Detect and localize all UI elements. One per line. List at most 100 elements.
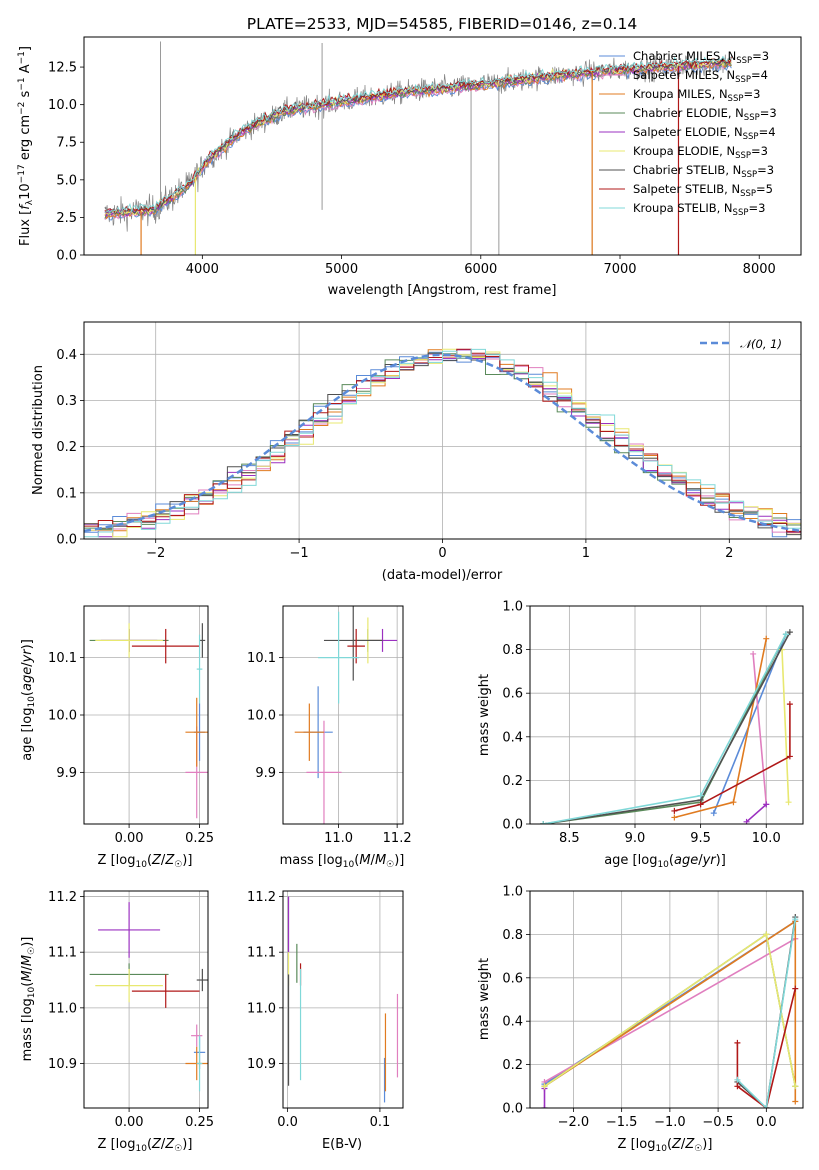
mass_vs_Z-errorbar-salpeter-elodie [98,902,161,958]
mass_vs_ebv-ytick-label-3: 11.2 [247,890,276,905]
legend-label-kroupa-elodie: Kroupa ELODIE, NSSP=3 [633,144,768,161]
mass_vs_ebv-ytick-label-1: 11.0 [247,1001,276,1016]
mass_vs_Z-ytick-label-3: 11.2 [48,890,77,905]
weight-vs-metallicity-axes-frame [529,890,804,1109]
weight_vs_Z-ytick-label-2: 0.4 [502,1015,523,1030]
weight_vs_Z-xtick-label-0: −2.0 [558,1115,590,1130]
weight_vs_Z-series-kroupa-elodie-marker-0 [541,1083,548,1090]
residuals-xtick-label-0: −2 [146,546,165,561]
legend-label-salpeter-stelib: Salpeter STELIB, NSSP=5 [633,182,773,199]
mass_vs_Z-errorbar-salpeter-stelib [131,974,200,1008]
age_vs_Z-ytick-label-2: 10.1 [48,651,77,666]
spectrum-xtick-label-3: 7000 [603,262,636,277]
weight-vs-metallicity-xlabel: Z [log10(Z/Z☉)] [618,1137,713,1154]
residuals-ytick-label-4: 0.4 [56,348,77,363]
age_vs_mass-xtick-label-1: 11.2 [383,831,412,846]
age_vs_Z-xtick-label-0: 0.00 [115,831,144,846]
age_vs_mass-xtick-label-0: 11.0 [324,831,353,846]
weight_vs_age-series-kroupa-elodie [781,649,790,803]
mass_vs_Z-errorbar-kroupa-elodie [95,968,163,1003]
weight_vs_age-ytick-label-5: 1.0 [502,600,523,615]
weight_vs_Z-series-kroupa-elodie-marker-1 [763,931,770,938]
weight_vs_age-series-salpeter-miles [752,653,768,805]
weight_vs_Z-ytick-label-3: 0.6 [502,971,523,986]
weight_vs_age-series-salpeter-elodie-marker-1 [763,801,770,808]
residuals-ytick-label-3: 0.3 [56,394,77,409]
spectrum-panel: 4000 5000 6000 7000 8000 0.0 2.5 5.0 7.5 10.0 12.5… [17,15,802,298]
residuals-xtick-label-1: −1 [290,546,309,561]
mass_vs_Z-errorbar-kroupa-stelib [196,1035,203,1092]
age_vs_mass-ytick-label-0: 9.9 [255,766,276,781]
residuals-xtick-label-2: 0 [438,546,446,561]
mass_vs_Z-errorbar-salpeter-miles [191,1024,203,1047]
age_vs_Z-ytick-label-1: 10.0 [48,709,77,724]
age_vs_Z-errorbar-kroupa-stelib [196,634,203,704]
weight_vs_age-series-salpeter-stelib-marker-3 [786,701,793,708]
weight_vs_Z-series-kroupa-stelib-marker-1 [763,1105,770,1108]
age_vs_mass-ytick-label-2: 10.1 [247,651,276,666]
spectrum-ytick-label-5: 12.5 [48,61,77,76]
weight_vs_Z-series-salpeter-stelib-marker-0 [734,1039,741,1046]
spectrum-xtick-label-0: 4000 [186,262,219,277]
weight_vs_age-xtick-label-1: 9.0 [625,831,646,846]
legend-label-chabrier-elodie: Chabrier ELODIE, NSSP=3 [633,106,777,123]
residuals-legend: 𝒩(0, 1) [700,337,782,351]
legend-label-chabrier-miles: Chabrier MILES, NSSP=3 [633,49,769,66]
weight_vs_age-series-kroupa-miles-marker-2 [763,635,770,642]
weight-vs-metallicity-ylabel: mass weight [477,958,492,1040]
age-vs-mass-panel: 11.0 11.2 9.9 10.0 10.1 mass [log10(M/M☉)] [247,605,412,870]
residuals-xlabel: (data-model)/error [382,568,503,583]
weight_vs_age-ytick-label-3: 0.6 [502,687,523,702]
mass_vs_ebv-ytick-label-2: 11.1 [247,946,276,961]
weight_vs_Z-series-salpeter-elodie-marker-0 [541,1105,548,1108]
spectrum-legend: Chabrier MILES, NSSP=3 Salpeter MILES, NS… [599,49,777,218]
legend-label-kroupa-miles: Kroupa MILES, NSSP=3 [633,87,760,104]
spectrum-title: PLATE=2533, MJD=54585, FIBERID=0146, z=0… [247,15,637,33]
residuals-xtick-label-4: 2 [725,546,733,561]
weight_vs_Z-ytick-label-5: 1.0 [502,885,523,900]
age_vs_mass-ytick-label-1: 10.0 [247,709,276,724]
weight_vs_age-xtick-label-3: 10.0 [752,831,781,846]
age_vs_Z-errorbar-salpeter-stelib [131,628,200,664]
spectrum-axes-frame [83,36,802,256]
weight_vs_age-series-salpeter-elodie [746,803,767,823]
weight_vs_Z-series-kroupa-elodie-marker-2 [792,1083,799,1090]
weight_vs_age-series-salpeter-miles-marker-0 [750,650,757,657]
weight_vs_age-series-salpeter-stelib-marker-0 [671,807,678,814]
weight_vs_Z-ytick-label-0: 0.0 [502,1102,523,1117]
spectrum-ytick-label-0: 0.0 [56,249,77,264]
age_vs_mass-errorbar-salpeter-miles [306,720,342,824]
weight_vs_Z-xtick-label-3: −0.5 [702,1115,734,1130]
age-vs-metallicity-ylabel: age [log10(age/yr)] [20,639,37,761]
mass-vs-ebv-axes-frame [282,890,404,1109]
spectrum-xtick-label-1: 5000 [325,262,358,277]
weight_vs_age-series-salpeter-stelib-marker-1 [697,801,704,808]
age_vs_Z-errorbar-chabrier-stelib [199,623,206,658]
weight_vs_age-xtick-label-0: 8.5 [559,831,580,846]
mass-vs-ebv-xlabel: E(B-V) [322,1137,362,1152]
residuals-ylabel: Normed distribution [31,365,46,495]
weight_vs_age-xtick-label-2: 9.5 [690,831,711,846]
weight_vs_Z-series-kroupa-miles-marker-2 [792,1098,799,1105]
weight_vs_age-series-chabrier-miles-marker-0 [710,810,717,817]
mass-vs-ebv-panel: 0.0 0.1 10.9 11.0 11.1 11.2 E(B-V) [247,890,404,1152]
legend-label-kroupa-stelib: Kroupa STELIB, NSSP=3 [633,201,765,218]
legend-label-salpeter-miles: Salpeter MILES, NSSP=4 [633,68,768,85]
spectrum-xlabel: wavelength [Angstrom, rest frame] [328,283,557,298]
weight-vs-age-xlabel: age [log10(age/yr)] [604,853,726,870]
mass-vs-metallicity-axes-frame [83,890,209,1109]
mass_vs_Z-xtick-label-1: 0.25 [185,1115,214,1130]
gaussian-legend-label: 𝒩(0, 1) [740,337,782,351]
weight_vs_age-series-chabrier-stelib-marker-2 [786,629,793,636]
weight_vs_age-series-salpeter-stelib [674,704,791,812]
age-vs-mass-xlabel: mass [log10(M/M☉)] [280,853,405,870]
spectrum-ytick-label-3: 7.5 [56,136,77,151]
mass_vs_ebv-ytick-label-0: 10.9 [247,1057,276,1072]
age_vs_Z-xtick-label-1: 0.25 [185,831,214,846]
age-vs-metallicity-xlabel: Z [log10(Z/Z☉)] [98,853,193,870]
mass-vs-metallicity-ylabel: mass [log10(M/M☉)] [20,937,37,1062]
weight_vs_age-series-kroupa-stelib-marker-2 [782,631,789,638]
weight_vs_Z-ytick-label-4: 0.8 [502,928,523,943]
legend-label-salpeter-elodie: Salpeter ELODIE, NSSP=4 [633,125,776,142]
